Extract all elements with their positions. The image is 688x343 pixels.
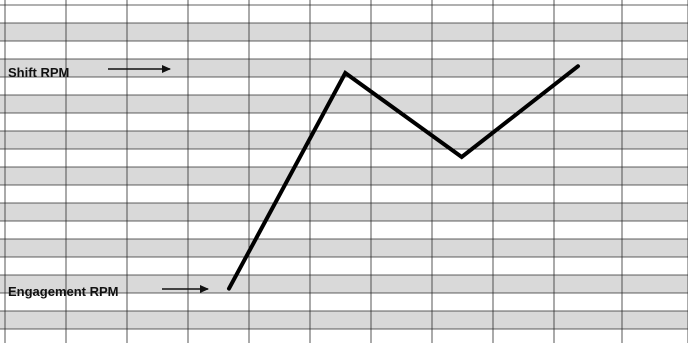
series-line	[227, 64, 580, 291]
series-group	[227, 64, 580, 291]
grid-band	[0, 167, 688, 185]
grid-band	[0, 239, 688, 257]
annotation-engagement-rpm: Engagement RPM	[8, 284, 119, 299]
grid-band	[0, 131, 688, 149]
grid-band	[0, 311, 688, 329]
grid-band	[0, 59, 688, 77]
grid-band	[0, 203, 688, 221]
annotation-shift-rpm: Shift RPM	[8, 65, 69, 80]
grid-band	[0, 95, 688, 113]
grid-band	[0, 23, 688, 41]
